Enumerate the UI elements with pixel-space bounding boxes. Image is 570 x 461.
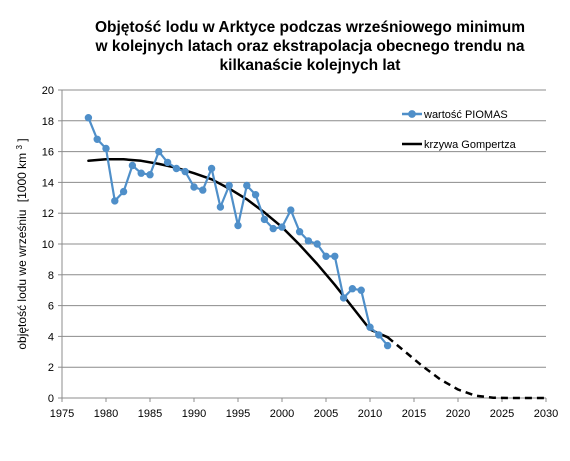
piomas-point <box>155 147 163 156</box>
y-tick-label: 18 <box>42 116 54 128</box>
piomas-point <box>348 285 357 293</box>
piomas-point <box>128 161 137 170</box>
y-tick-label: 0 <box>48 393 54 405</box>
gompertz-curve-solid <box>87 158 389 339</box>
y-axis-label-main: objętość lodu we wrześniu <box>15 210 29 350</box>
x-tick-label: 2015 <box>402 408 426 420</box>
y-axis-label-unit-end: ] <box>15 138 29 141</box>
y-axis-label-unit: [1000 km <box>15 153 29 202</box>
piomas-point <box>243 181 251 190</box>
legend-piomas-swatch-marker <box>408 110 416 118</box>
piomas-point <box>375 331 383 339</box>
x-tick-label: 1980 <box>94 408 118 420</box>
piomas-point <box>119 187 128 196</box>
piomas-point <box>357 286 365 294</box>
piomas-point <box>304 237 313 245</box>
y-axis-label: objętość lodu we wrześniu [1000 km 3 ] <box>11 138 29 349</box>
grid-layer <box>62 89 546 368</box>
x-tick-label: 1990 <box>182 408 206 420</box>
piomas-point <box>225 181 233 190</box>
chart-title: Objętość lodu w Arktyce podczas wrześnio… <box>95 19 526 74</box>
x-tick-label: 2030 <box>534 408 558 420</box>
piomas-point <box>199 186 207 194</box>
y-tick-label: 10 <box>42 239 54 251</box>
y-tick-label: 6 <box>48 301 54 313</box>
x-tick-label: 1975 <box>50 408 74 420</box>
piomas-point <box>383 341 392 350</box>
piomas-point <box>287 206 295 214</box>
x-tick-label: 1985 <box>138 408 162 420</box>
piomas-point <box>339 294 348 302</box>
y-tick-label: 8 <box>48 270 54 282</box>
y-tick-labels: 0 2 4 6 8 10 12 14 16 18 20 <box>42 85 54 405</box>
piomas-point <box>234 221 242 230</box>
y-tick-label: 14 <box>42 177 54 189</box>
piomas-point <box>251 191 260 199</box>
piomas-point <box>366 323 374 331</box>
legend-gompertz-label: krzywa Gompertza <box>424 139 517 151</box>
piomas-point <box>102 144 110 153</box>
x-tick-label: 2000 <box>270 408 294 420</box>
piomas-point <box>295 228 304 236</box>
piomas-point <box>207 164 216 173</box>
x-tick-label: 2025 <box>490 408 514 420</box>
x-tick-label: 2010 <box>358 408 382 420</box>
piomas-point <box>331 252 339 260</box>
y-tick-label: 2 <box>48 362 54 374</box>
series-layer <box>84 114 546 400</box>
piomas-point <box>260 215 269 224</box>
x-tick-label: 2005 <box>314 408 338 420</box>
piomas-point <box>190 183 198 191</box>
piomas-point <box>163 158 172 167</box>
y-tick-label: 20 <box>42 85 54 97</box>
piomas-point <box>93 135 101 144</box>
title-line-2: w kolejnych latach oraz ekstrapolacja ob… <box>95 38 525 55</box>
y-tick-label: 12 <box>42 208 54 220</box>
y-tick-label: 16 <box>42 147 54 159</box>
legend: wartość PIOMAS krzywa Gompertza <box>402 109 517 151</box>
gompertz-curve-extrapolation <box>386 336 546 400</box>
piomas-point <box>111 197 119 205</box>
piomas-point <box>137 169 145 177</box>
x-tick-labels: 1975 1980 1985 1990 1995 2000 2005 2010 2015 2020… <box>50 408 558 420</box>
piomas-point <box>146 171 154 179</box>
x-tick-label: 1995 <box>226 408 250 420</box>
piomas-point <box>313 240 321 248</box>
piomas-point <box>181 167 189 176</box>
y-tick-label: 4 <box>48 331 54 343</box>
piomas-point <box>84 114 93 122</box>
legend-piomas-label: wartość PIOMAS <box>423 109 508 121</box>
piomas-point <box>172 164 181 173</box>
piomas-point <box>322 252 330 260</box>
y-axis-label-unit-sup: 3 <box>15 145 24 150</box>
axes-layer <box>58 89 547 402</box>
piomas-point <box>216 203 225 211</box>
title-line-3: kilkanaście kolejnych lat <box>220 57 401 74</box>
piomas-point <box>269 224 277 233</box>
x-tick-label: 2020 <box>446 408 470 420</box>
piomas-point <box>278 223 286 231</box>
title-line-1: Objętość lodu w Arktyce podczas wrześnio… <box>95 19 525 36</box>
